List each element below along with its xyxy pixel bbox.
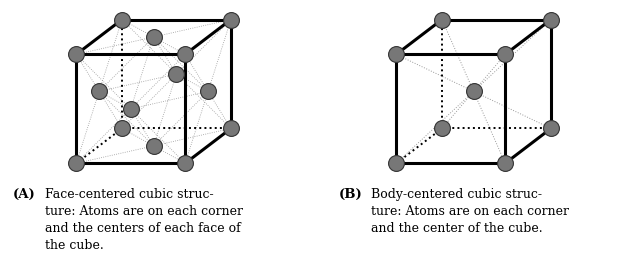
Point xyxy=(117,126,127,131)
Point xyxy=(203,89,213,94)
Point xyxy=(391,161,401,165)
Point xyxy=(226,126,236,131)
Point xyxy=(71,52,81,56)
Point xyxy=(94,89,104,94)
Text: (B): (B) xyxy=(339,188,363,201)
Point xyxy=(125,107,136,111)
Point xyxy=(180,52,190,56)
Point xyxy=(546,126,556,131)
Point xyxy=(500,161,510,165)
Text: (A): (A) xyxy=(13,188,36,201)
Point xyxy=(172,72,182,76)
Point xyxy=(117,17,127,22)
Point xyxy=(71,161,81,165)
Point xyxy=(546,17,556,22)
Point xyxy=(148,35,159,39)
Text: Face-centered cubic struc-
ture: Atoms are on each corner
and the centers of eac: Face-centered cubic struc- ture: Atoms a… xyxy=(45,188,243,252)
Point xyxy=(180,161,190,165)
Point xyxy=(437,126,447,131)
Point xyxy=(226,17,236,22)
Text: Body-centered cubic struc-
ture: Atoms are on each corner
and the center of the : Body-centered cubic struc- ture: Atoms a… xyxy=(371,188,569,235)
Point xyxy=(437,17,447,22)
Point xyxy=(391,52,401,56)
Point xyxy=(500,52,510,56)
Point xyxy=(148,144,159,148)
Point xyxy=(468,89,479,94)
